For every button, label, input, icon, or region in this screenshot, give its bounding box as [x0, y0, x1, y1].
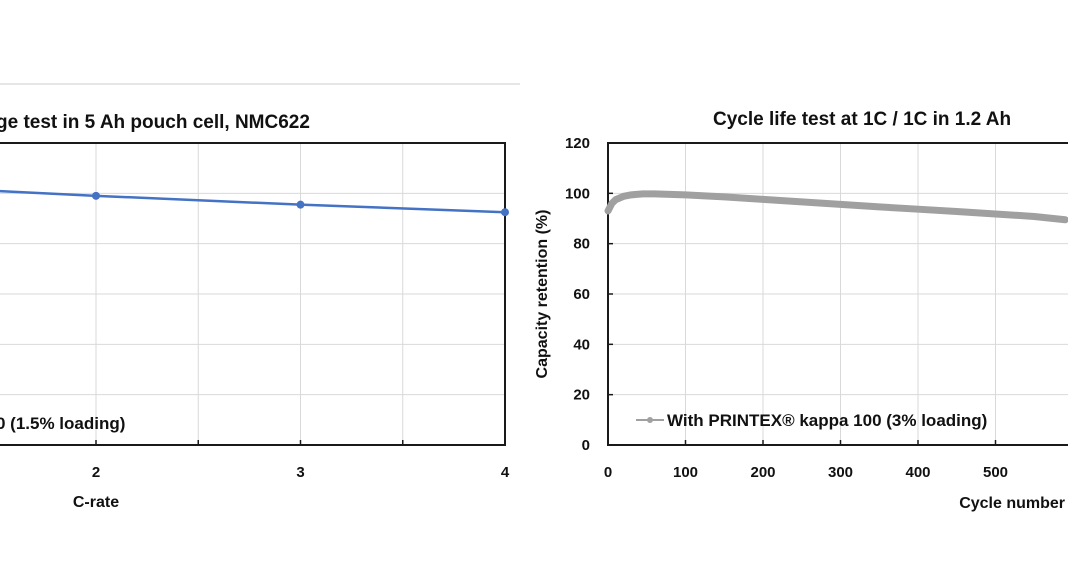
x-tick-label: 4 [501, 464, 510, 481]
y-tick-label: 60 [573, 286, 590, 303]
rate-chart-title: ge test in 5 Ah pouch cell, NMC622 [0, 112, 310, 133]
x-tick-label: 100 [673, 464, 698, 481]
y-tick-label: 100 [565, 185, 590, 202]
legend-dot-marker [647, 417, 653, 423]
rate-chart-x-axis-label: C-rate [73, 494, 119, 511]
cycle-chart-x-tick-labels: 0 100 200 300 400 500 [604, 464, 1008, 481]
rate-chart-series-line [0, 189, 506, 214]
x-tick-label: 200 [750, 464, 775, 481]
data-point [296, 200, 305, 209]
cycle-chart-grid [608, 143, 1068, 445]
cycle-chart-x-axis-label: Cycle number [959, 495, 1065, 512]
rate-chart-points [92, 191, 509, 217]
y-tick-label: 80 [573, 236, 590, 253]
rate-chart-frame [0, 142, 506, 446]
cycle-chart: Cycle life test at 1C / 1C in 1.2 Ah 0 10… [534, 109, 1068, 512]
rate-chart-legend-entry: 0 (1.5% loading) [0, 414, 125, 433]
y-tick-label: 120 [565, 135, 590, 152]
cycle-chart-ticks [608, 142, 997, 446]
x-tick-label: 400 [905, 464, 930, 481]
x-tick-label: 2 [92, 464, 100, 481]
cycle-chart-legend: With PRINTEX® kappa 100 (3% loading) [636, 411, 987, 430]
rate-chart-ticks [95, 440, 404, 445]
data-point [501, 208, 509, 217]
x-tick-label: 500 [983, 464, 1008, 481]
cycle-chart-y-tick-labels: 0 20 40 60 80 100 120 [565, 135, 590, 454]
y-tick-label: 0 [582, 437, 590, 454]
x-tick-label: 300 [828, 464, 853, 481]
cycle-chart-series-line [604, 190, 1068, 224]
x-tick-label: 3 [296, 464, 304, 481]
rate-chart: ge test in 5 Ah pouch cell, NMC622 2 3 4 C… [0, 112, 510, 511]
cycle-chart-title: Cycle life test at 1C / 1C in 1.2 Ah [713, 109, 1011, 130]
cycle-chart-y-axis-label: Capacity retention (%) [534, 210, 551, 379]
y-tick-label: 20 [573, 387, 590, 404]
data-point [92, 191, 100, 200]
rate-chart-grid [0, 143, 505, 445]
cycle-chart-legend-entry: With PRINTEX® kappa 100 (3% loading) [667, 411, 987, 430]
rate-chart-x-tick-labels: 2 3 4 [92, 464, 510, 481]
y-tick-label: 40 [573, 336, 590, 353]
x-tick-label: 0 [604, 464, 612, 481]
top-divider [0, 83, 520, 85]
